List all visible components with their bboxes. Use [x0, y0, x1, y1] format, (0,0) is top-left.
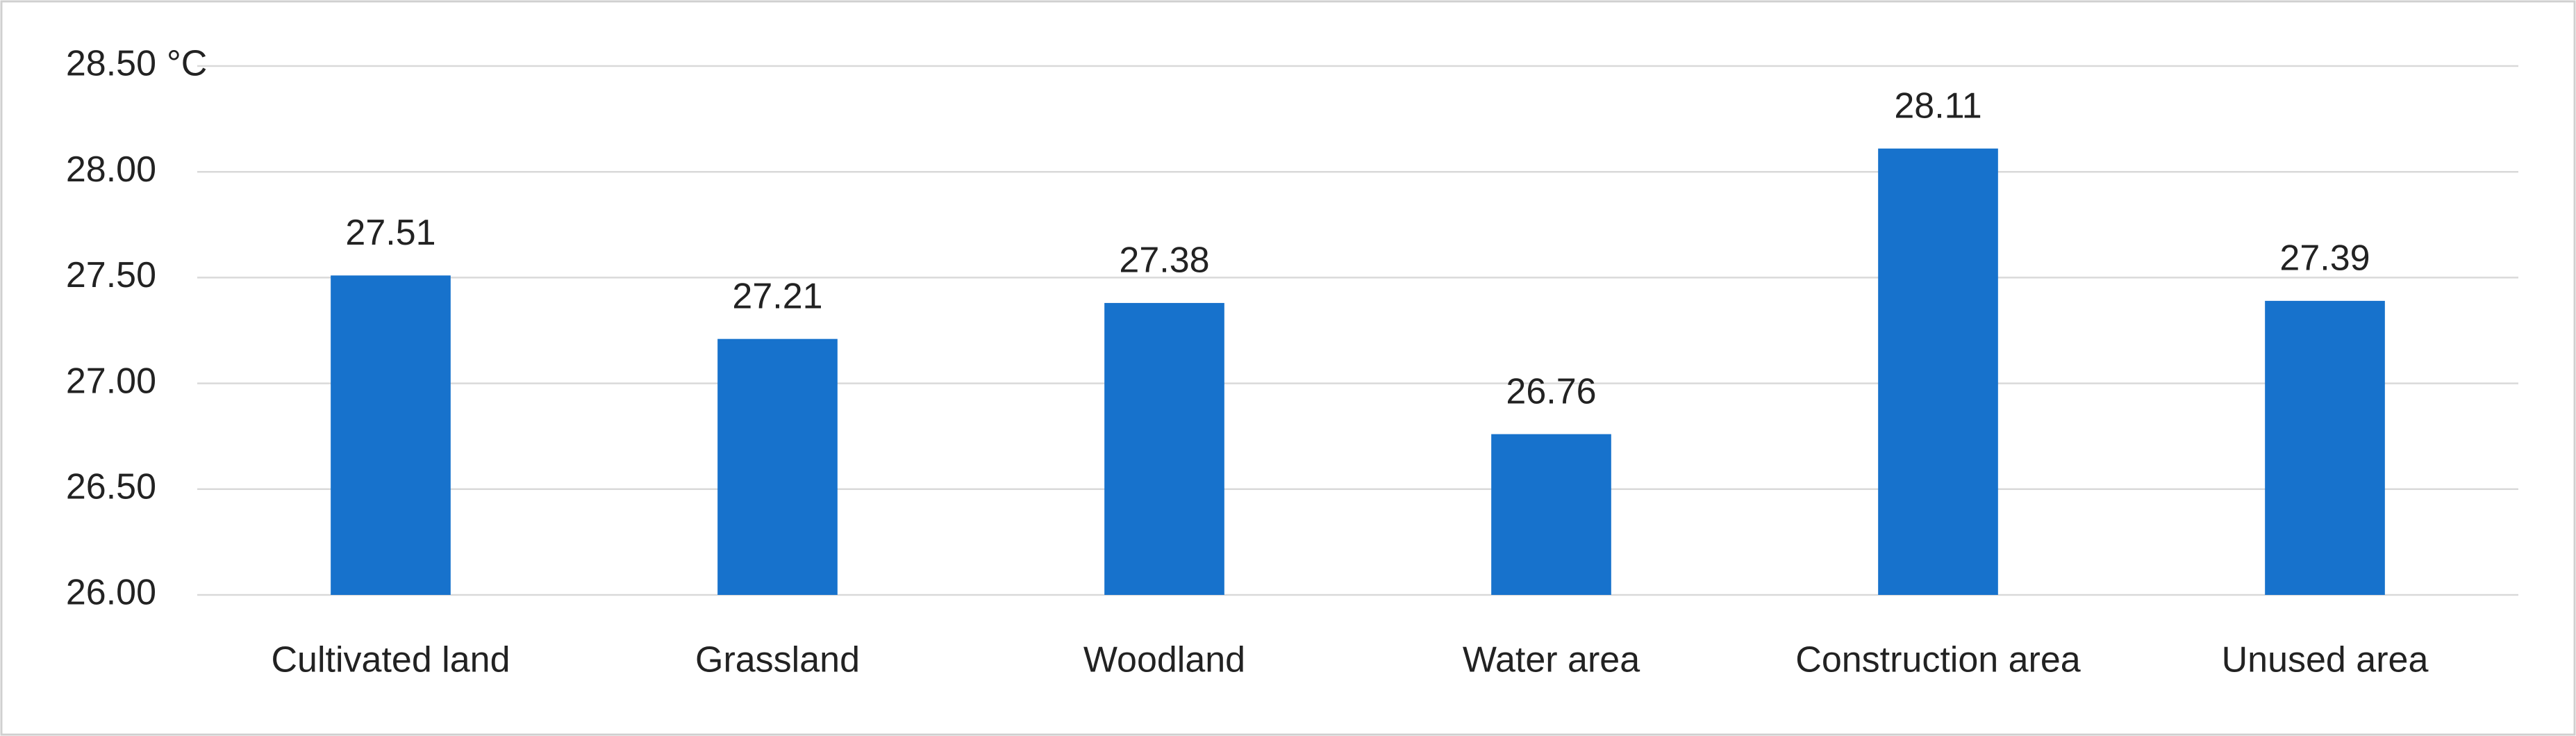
y-tick-label: 27.50 — [66, 255, 156, 295]
y-tick-label: 28.00 — [66, 149, 156, 190]
bar — [717, 338, 838, 595]
y-tick-label: 26.00 — [66, 573, 156, 613]
x-tick-label: Construction area — [1795, 640, 2081, 680]
x-tick-label: Unused area — [2222, 640, 2429, 680]
value-label: 27.21 — [732, 276, 822, 316]
value-label: 27.38 — [1119, 240, 1209, 281]
y-tick-label: 27.00 — [66, 361, 156, 401]
bar — [1878, 148, 1998, 595]
bar — [331, 275, 451, 595]
value-label: 26.76 — [1506, 371, 1596, 411]
x-tick-label: Cultivated land — [272, 640, 510, 680]
value-label: 27.51 — [345, 213, 435, 253]
y-tick-label: 28.50 — [66, 44, 156, 84]
x-tick-label: Water area — [1463, 640, 1640, 680]
x-tick-label: Grassland — [695, 640, 860, 680]
value-label: 27.39 — [2279, 238, 2370, 279]
y-tick-label: 26.50 — [66, 467, 156, 507]
bar — [1104, 302, 1224, 595]
bar — [2265, 300, 2385, 595]
x-tick-label: Woodland — [1083, 640, 1245, 680]
value-label: 28.11 — [1894, 85, 1981, 126]
bar — [1491, 434, 1611, 595]
unit-label: °C — [167, 44, 207, 84]
